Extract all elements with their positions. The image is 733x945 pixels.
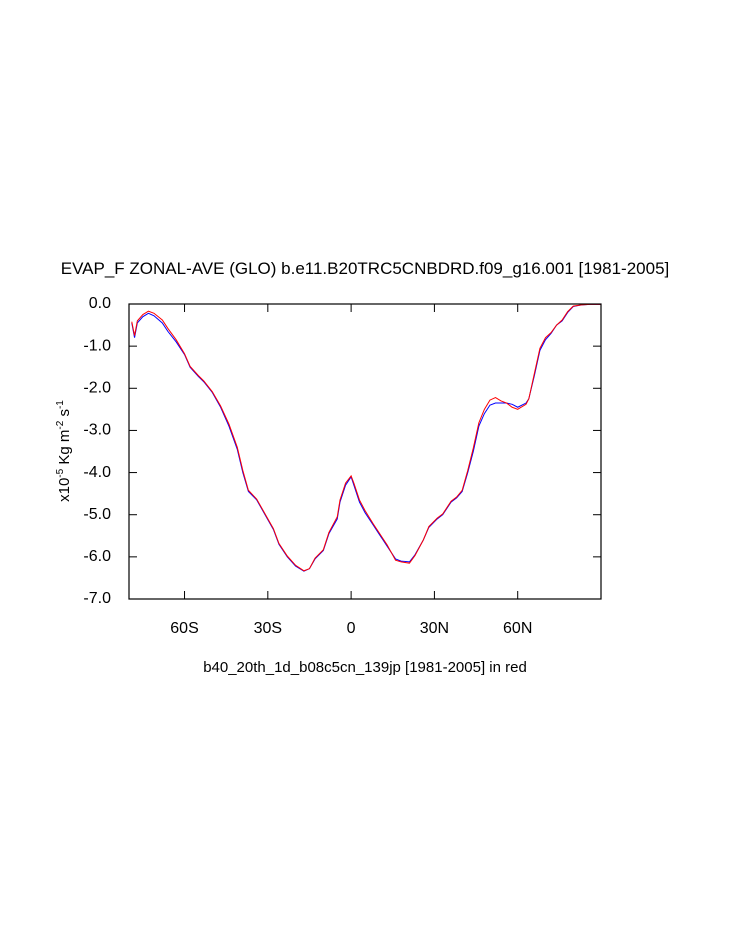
y-tick-label: -4.0 [83,464,111,481]
plot-frame [128,303,602,600]
x-tick-label: 60N [503,620,532,637]
y-tick-label: -2.0 [83,380,111,397]
y-label-part: x10 [56,478,73,502]
y-tick-label: -3.0 [83,422,111,439]
y-label-part: s [56,409,73,421]
y-label-part: Kg m [56,430,73,469]
x-axis-label: b40_20th_1d_b08c5cn_139jp [1981-2005] in… [203,659,527,676]
y-tick-label: -1.0 [83,337,111,354]
chart-title: EVAP_F ZONAL-AVE (GLO) b.e11.B20TRC5CNBD… [61,259,670,278]
y-label-sup: -2 [55,420,66,429]
y-tick-label: -7.0 [83,590,111,607]
y-tick-label: -5.0 [83,506,111,523]
data-line [131,303,601,572]
x-tick-label: 0 [347,620,356,637]
y-label-sup: -1 [55,400,66,409]
x-tick-label: 60S [170,620,198,637]
x-tick-label: 30S [254,620,282,637]
x-tick-label: 30N [420,620,449,637]
y-label-sup: -5 [55,468,66,477]
y-tick-label: -6.0 [83,548,111,565]
data-line [131,303,601,572]
y-tick-label: 0.0 [89,295,111,312]
y-axis-label: x10-5 Kg m-2 s-1 [55,400,73,502]
